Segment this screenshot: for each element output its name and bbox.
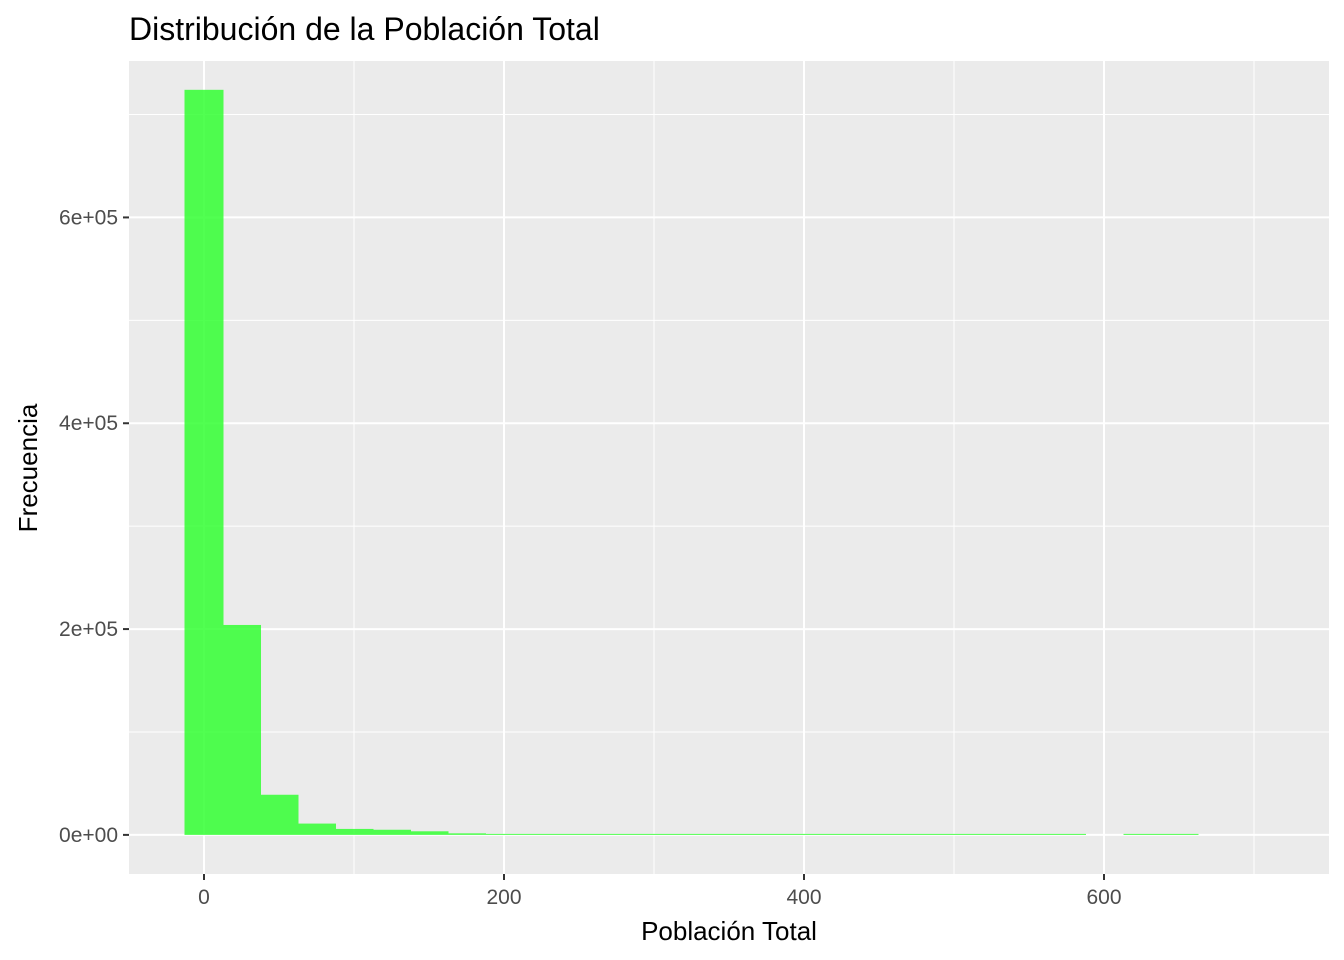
histogram-bar bbox=[748, 833, 786, 835]
x-tick-label: 600 bbox=[1086, 886, 1121, 909]
histogram-bar bbox=[1123, 833, 1161, 835]
histogram-bar bbox=[973, 833, 1011, 835]
x-tick-label: 0 bbox=[198, 886, 210, 909]
y-tick-label: 0e+00 bbox=[59, 824, 118, 847]
histogram-bar bbox=[823, 833, 861, 835]
histogram-bar bbox=[673, 833, 711, 835]
histogram-bar bbox=[561, 833, 599, 835]
histogram-bar bbox=[411, 831, 449, 835]
histogram-bar bbox=[336, 828, 374, 835]
x-tick-label: 400 bbox=[786, 886, 821, 909]
histogram-bar bbox=[298, 823, 336, 835]
histogram-bar bbox=[523, 833, 561, 835]
histogram-bars bbox=[184, 89, 1199, 835]
histogram-bar bbox=[636, 833, 674, 835]
plot-panel bbox=[129, 61, 1329, 874]
chart-title: Distribución de la Población Total bbox=[129, 11, 600, 47]
histogram-bar bbox=[598, 833, 636, 835]
histogram-bar bbox=[373, 829, 411, 835]
histogram-bar bbox=[898, 833, 936, 835]
histogram-bar bbox=[448, 833, 486, 835]
histogram-bar bbox=[1048, 833, 1086, 835]
histogram-bar bbox=[936, 833, 974, 835]
y-axis-ticks: 0e+00 2e+05 4e+05 6e+05 bbox=[59, 206, 129, 847]
histogram-bar bbox=[1011, 833, 1049, 835]
histogram-bar bbox=[786, 833, 824, 835]
y-tick-label: 2e+05 bbox=[59, 618, 118, 641]
histogram-bar bbox=[486, 833, 524, 835]
x-tick-label: 200 bbox=[486, 886, 521, 909]
x-axis-ticks: 0 200 400 600 bbox=[198, 874, 1122, 909]
histogram-bar bbox=[184, 89, 224, 835]
y-tick-label: 4e+05 bbox=[59, 412, 118, 435]
y-axis-title: Frecuencia bbox=[13, 403, 43, 532]
x-axis-title: Población Total bbox=[641, 916, 817, 946]
histogram-bar bbox=[861, 833, 899, 835]
y-tick-label: 6e+05 bbox=[59, 206, 118, 229]
histogram-bar bbox=[223, 624, 261, 835]
histogram-bar bbox=[1161, 833, 1199, 835]
histogram-bar bbox=[711, 833, 749, 835]
minor-gridlines bbox=[129, 61, 1329, 874]
histogram-bar bbox=[261, 794, 299, 835]
